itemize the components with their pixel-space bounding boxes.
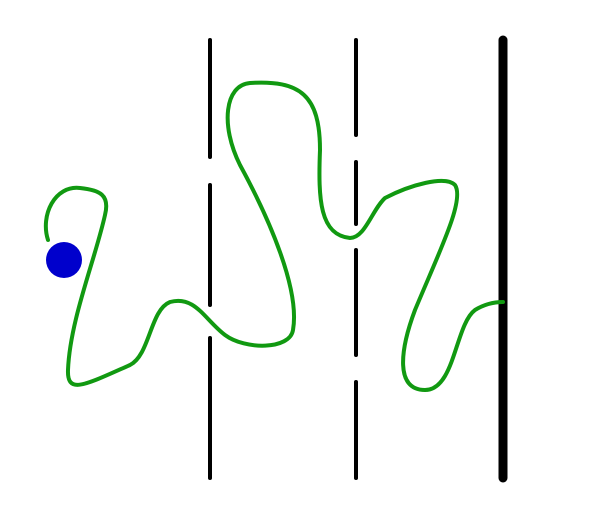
ball xyxy=(46,242,82,278)
path-trace xyxy=(43,80,505,392)
